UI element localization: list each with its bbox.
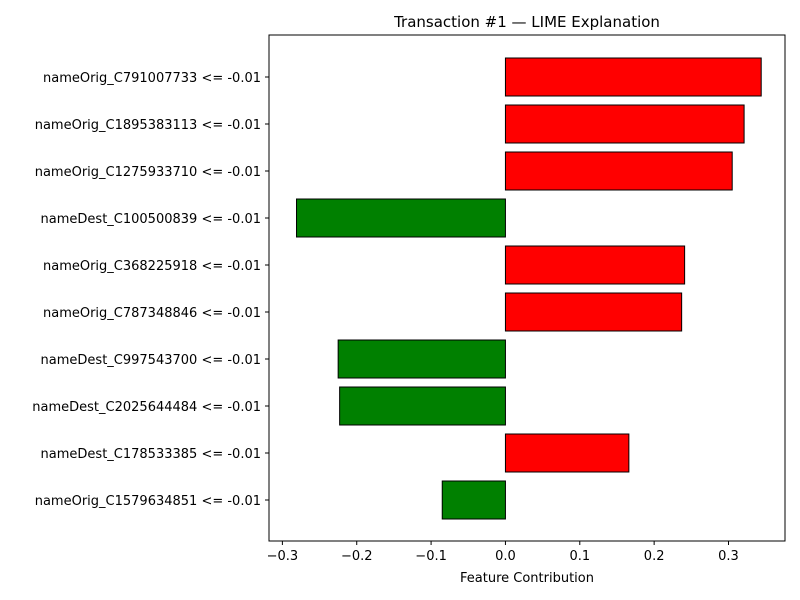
- bar-4: [296, 198, 506, 238]
- y-tick-label-6: nameOrig_C787348846 <= -0.01: [43, 306, 261, 321]
- y-tick-label-4: nameDest_C100500839 <= -0.01: [41, 212, 261, 227]
- x-tick-label-6: 0.2: [644, 549, 665, 564]
- y-tick-label-3: nameOrig_C1275933710 <= -0.01: [35, 165, 261, 180]
- y-tick-label-5: nameOrig_C368225918 <= -0.01: [43, 259, 261, 274]
- x-tick-label-5: 0.1: [569, 549, 590, 564]
- x-tick-label-1: −0.3: [267, 549, 299, 564]
- x-tick-label-2: −0.2: [341, 549, 373, 564]
- x-tick-label-7: 0.3: [718, 549, 739, 564]
- y-tick-label-2: nameOrig_C1895383113 <= -0.01: [35, 118, 261, 133]
- bar-7: [337, 339, 506, 379]
- plot-frame: [268, 34, 786, 542]
- bar-1: [504, 57, 762, 97]
- chart-title: Transaction #1 — LIME Explanation: [393, 13, 660, 31]
- y-tick-label-7: nameDest_C997543700 <= -0.01: [41, 353, 261, 368]
- x-ticks: −0.3 −0.2 −0.1 0.0 0.1 0.2 0.3: [267, 541, 739, 564]
- bar-8: [339, 386, 506, 426]
- y-tick-labels: nameOrig_C791007733 <= -0.01 nameOrig_C18…: [32, 71, 269, 509]
- bar-10: [441, 480, 506, 520]
- y-tick-label-10: nameOrig_C1579634851 <= -0.01: [35, 494, 261, 509]
- y-tick-label-1: nameOrig_C791007733 <= -0.01: [43, 71, 261, 86]
- x-tick-label-4: 0.0: [495, 549, 516, 564]
- y-tick-label-8: nameDest_C2025644484 <= -0.01: [32, 400, 261, 415]
- bar-5: [504, 245, 686, 285]
- bar-6: [504, 292, 683, 332]
- x-tick-label-3: −0.1: [415, 549, 447, 564]
- x-axis-label: Feature Contribution: [460, 571, 594, 586]
- y-tick-label-9: nameDest_C178533385 <= -0.01: [41, 447, 261, 462]
- bar-9: [504, 433, 630, 473]
- bars-group: [296, 57, 762, 520]
- bar-2: [504, 104, 745, 144]
- bar-3: [504, 151, 733, 191]
